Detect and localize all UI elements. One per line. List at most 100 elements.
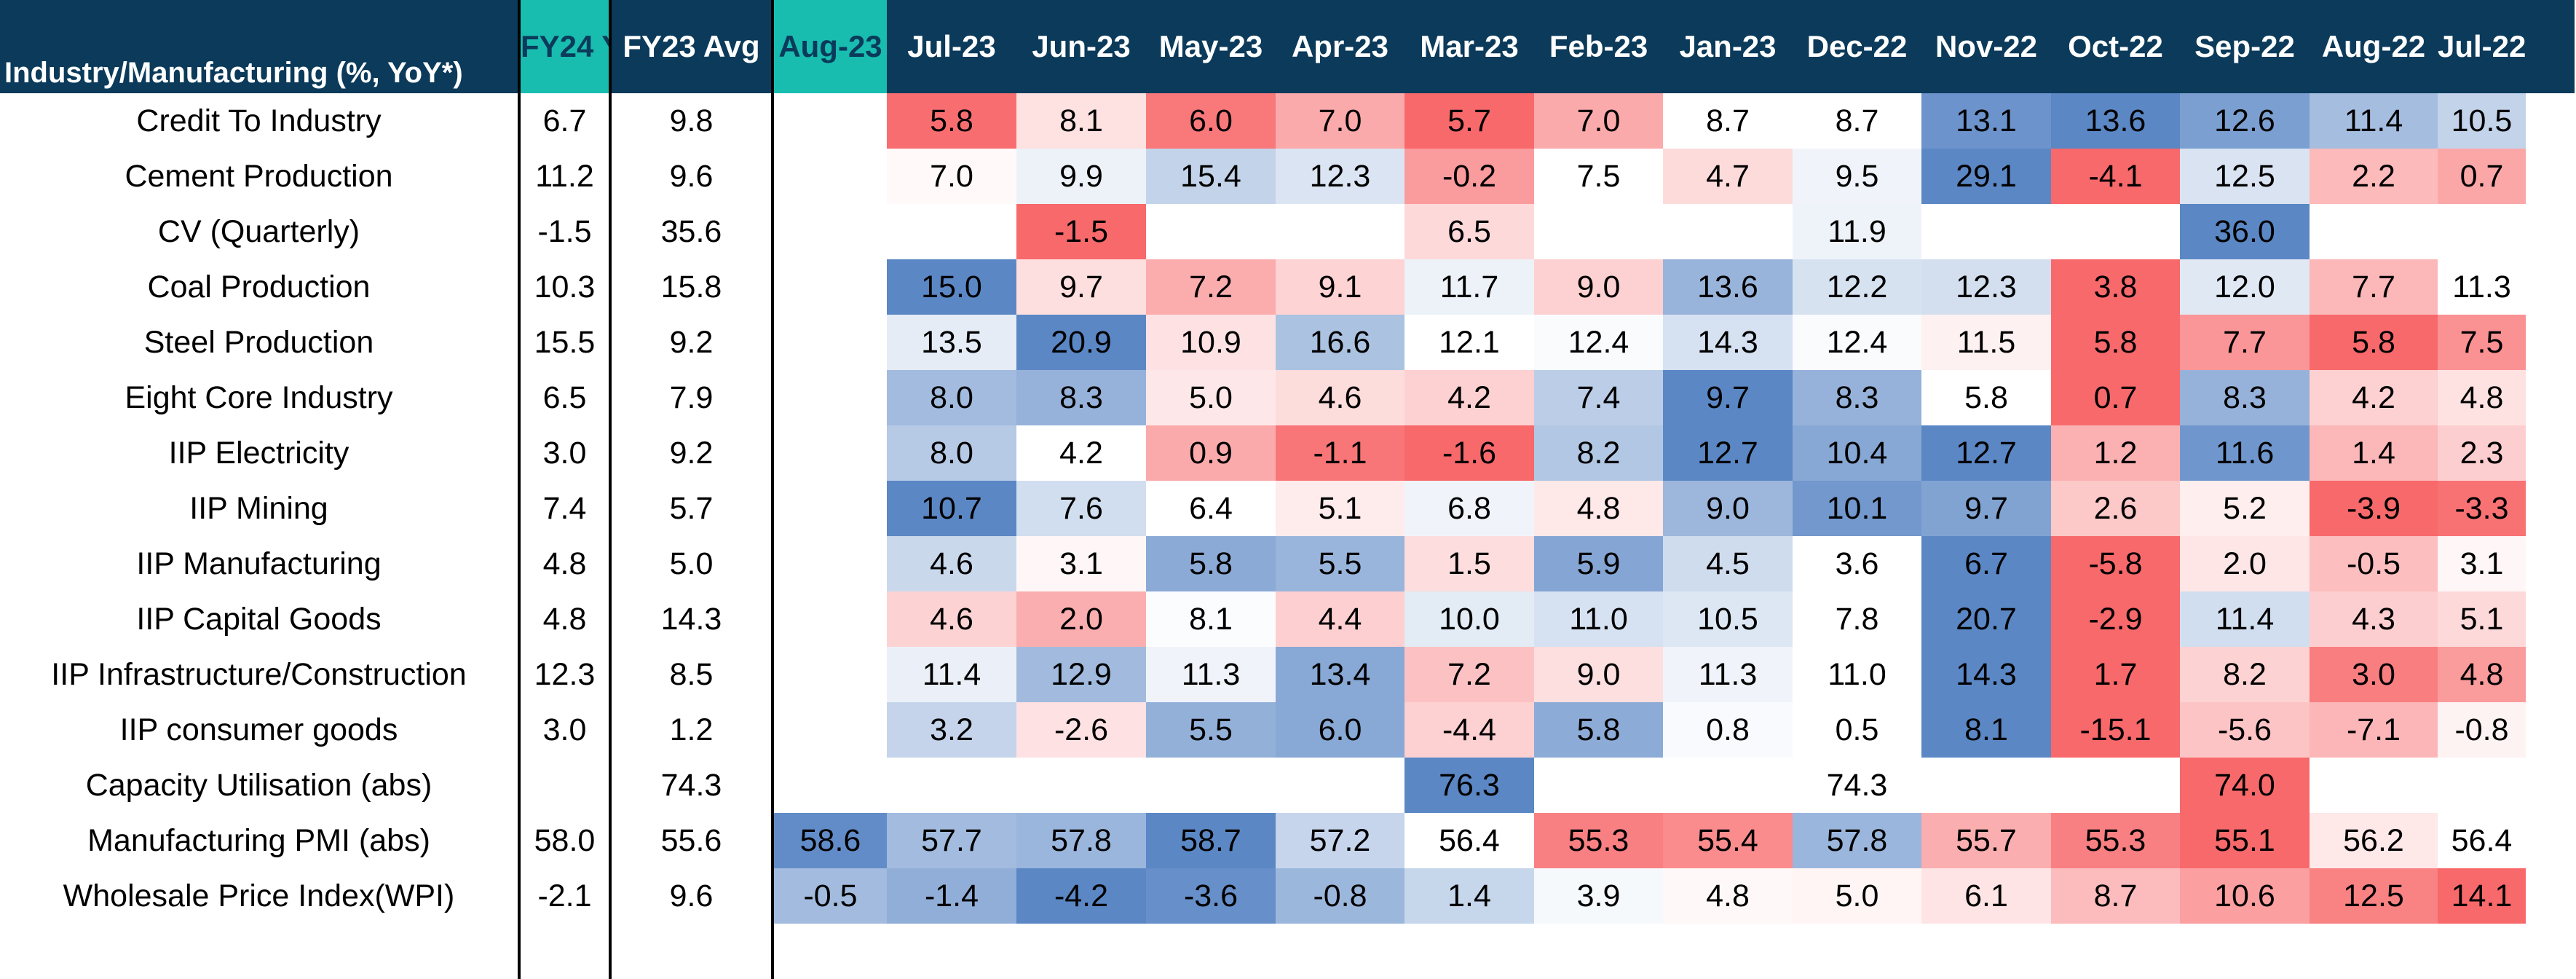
heatmap-cell: 14.3 bbox=[1663, 315, 1793, 370]
fy24-ytda-cell: 58.0 bbox=[518, 813, 612, 868]
table-row: CV (Quarterly) -1.5 35.6 -1.5 6.5 11.9 36.0 bbox=[0, 204, 2575, 259]
heatmap-cell: 4.4 bbox=[1276, 591, 1404, 647]
heatmap-cell: 7.4 bbox=[1534, 370, 1663, 425]
heatmap-cell: 29.1 bbox=[1921, 149, 2051, 204]
heatmap-cell: 12.6 bbox=[2180, 93, 2310, 149]
row-label: CV (Quarterly) bbox=[0, 204, 519, 259]
heatmap-cell bbox=[1921, 204, 2051, 259]
blank-cell bbox=[0, 924, 519, 979]
heatmap-cell: 55.1 bbox=[2180, 813, 2310, 868]
heatmap-cell: 1.4 bbox=[1404, 868, 1534, 924]
heatmap-cell bbox=[1534, 758, 1663, 813]
blank-cell bbox=[1404, 924, 1534, 979]
table-row: Manufacturing PMI (abs) 58.0 55.6 58.6 57.7 5… bbox=[0, 813, 2575, 868]
blank-cell bbox=[1793, 924, 1921, 979]
heatmap-cell: 7.5 bbox=[2438, 315, 2526, 370]
fy23-avg-cell: 9.6 bbox=[610, 149, 774, 204]
heatmap-cell: 12.4 bbox=[1793, 315, 1921, 370]
fy23-avg-cell: 5.0 bbox=[610, 536, 774, 591]
month-header: Jul-22 bbox=[2438, 0, 2526, 93]
month-header: Feb-23 bbox=[1534, 0, 1663, 93]
month-header: Apr-23 bbox=[1276, 0, 1404, 93]
heatmap-cell bbox=[1276, 204, 1404, 259]
heatmap-cell: 10.5 bbox=[2438, 93, 2526, 149]
row-label: Cement Production bbox=[0, 149, 519, 204]
heatmap-cell: 7.8 bbox=[1793, 591, 1921, 647]
heatmap-cell: -15.1 bbox=[2051, 702, 2180, 758]
heatmap-cell: 12.7 bbox=[1921, 425, 2051, 481]
month-header: Aug-22 bbox=[2310, 0, 2438, 93]
heatmap-cell: 8.0 bbox=[887, 425, 1016, 481]
heatmap-cell: 1.5 bbox=[1404, 536, 1534, 591]
table-row: IIP Electricity 3.0 9.2 8.0 4.2 0.9 -1.1 -1.6 8.… bbox=[0, 425, 2575, 481]
heatmap-cell: 6.1 bbox=[1921, 868, 2051, 924]
heatmap-cell: 0.8 bbox=[1663, 702, 1793, 758]
row-spacer bbox=[2526, 481, 2575, 536]
month-header: Jul-23 bbox=[887, 0, 1016, 93]
heatmap-cell: 12.4 bbox=[1534, 315, 1663, 370]
table-body: Credit To Industry 6.7 9.8 5.8 8.1 6.0 7.0 5.7 7… bbox=[0, 93, 2575, 979]
fy23-avg-cell: 9.6 bbox=[610, 868, 774, 924]
heatmap-cell bbox=[773, 93, 887, 149]
row-spacer bbox=[2526, 591, 2575, 647]
heatmap-cell: 3.2 bbox=[887, 702, 1016, 758]
heatmap-cell: 8.0 bbox=[887, 370, 1016, 425]
heatmap-cell: 11.0 bbox=[1793, 647, 1921, 702]
heatmap-cell: 20.9 bbox=[1016, 315, 1146, 370]
heatmap-cell: 3.1 bbox=[2438, 536, 2526, 591]
heatmap-cell: 76.3 bbox=[1404, 758, 1534, 813]
heatmap-cell: 7.0 bbox=[1276, 93, 1404, 149]
heatmap-cell: 12.2 bbox=[1793, 259, 1921, 315]
row-spacer bbox=[2526, 149, 2575, 204]
heatmap-cell: 4.2 bbox=[1016, 425, 1146, 481]
heatmap-cell: 6.0 bbox=[1276, 702, 1404, 758]
heatmap-cell: 8.7 bbox=[2051, 868, 2180, 924]
heatmap-cell: 10.4 bbox=[1793, 425, 1921, 481]
blank-cell bbox=[2438, 924, 2526, 979]
row-spacer bbox=[2526, 647, 2575, 702]
heatmap-cell: -0.8 bbox=[1276, 868, 1404, 924]
heatmap-cell: 9.9 bbox=[1016, 149, 1146, 204]
blank-cell bbox=[1663, 924, 1793, 979]
heatmap-cell: -4.2 bbox=[1016, 868, 1146, 924]
heatmap-cell: 12.5 bbox=[2180, 149, 2310, 204]
heatmap-cell bbox=[1276, 758, 1404, 813]
heatmap-cell bbox=[773, 758, 887, 813]
heatmap-cell: 7.7 bbox=[2180, 315, 2310, 370]
row-spacer bbox=[2526, 93, 2575, 149]
row-label: Manufacturing PMI (abs) bbox=[0, 813, 519, 868]
fy23-avg-cell: 9.2 bbox=[610, 315, 774, 370]
row-label: Credit To Industry bbox=[0, 93, 519, 149]
heatmap-cell: 11.4 bbox=[887, 647, 1016, 702]
heatmap-cell bbox=[1663, 204, 1793, 259]
heatmap-cell: 9.0 bbox=[1663, 481, 1793, 536]
blank-cell bbox=[1534, 924, 1663, 979]
heatmap-cell: 10.0 bbox=[1404, 591, 1534, 647]
fy23-avg-cell: 5.7 bbox=[610, 481, 774, 536]
fy24-ytda-cell: 11.2 bbox=[518, 149, 612, 204]
heatmap-cell: 5.2 bbox=[2180, 481, 2310, 536]
heatmap-cell: 9.0 bbox=[1534, 259, 1663, 315]
heatmap-cell: 11.5 bbox=[1921, 315, 2051, 370]
heatmap-cell: 12.9 bbox=[1016, 647, 1146, 702]
heatmap-cell: 12.5 bbox=[2310, 868, 2438, 924]
heatmap-cell: 10.1 bbox=[1793, 481, 1921, 536]
month-header: Jan-23 bbox=[1663, 0, 1793, 93]
heatmap-cell: 11.3 bbox=[2438, 259, 2526, 315]
row-spacer bbox=[2526, 702, 2575, 758]
heatmap-cell: 56.4 bbox=[2438, 813, 2526, 868]
heatmap-cell: 7.7 bbox=[2310, 259, 2438, 315]
heatmap-cell bbox=[1146, 758, 1276, 813]
fy23-avg-cell: 9.8 bbox=[610, 93, 774, 149]
heatmap-cell: 4.8 bbox=[2438, 647, 2526, 702]
heatmap-cell bbox=[773, 425, 887, 481]
month-header: Nov-22 bbox=[1921, 0, 2051, 93]
heatmap-cell: 36.0 bbox=[2180, 204, 2310, 259]
heatmap-cell: 16.6 bbox=[1276, 315, 1404, 370]
heatmap-cell: 74.3 bbox=[1793, 758, 1921, 813]
heatmap-cell: 3.1 bbox=[1016, 536, 1146, 591]
heatmap-cell: 15.4 bbox=[1146, 149, 1276, 204]
heatmap-cell: 10.7 bbox=[887, 481, 1016, 536]
heatmap-cell: 10.5 bbox=[1663, 591, 1793, 647]
